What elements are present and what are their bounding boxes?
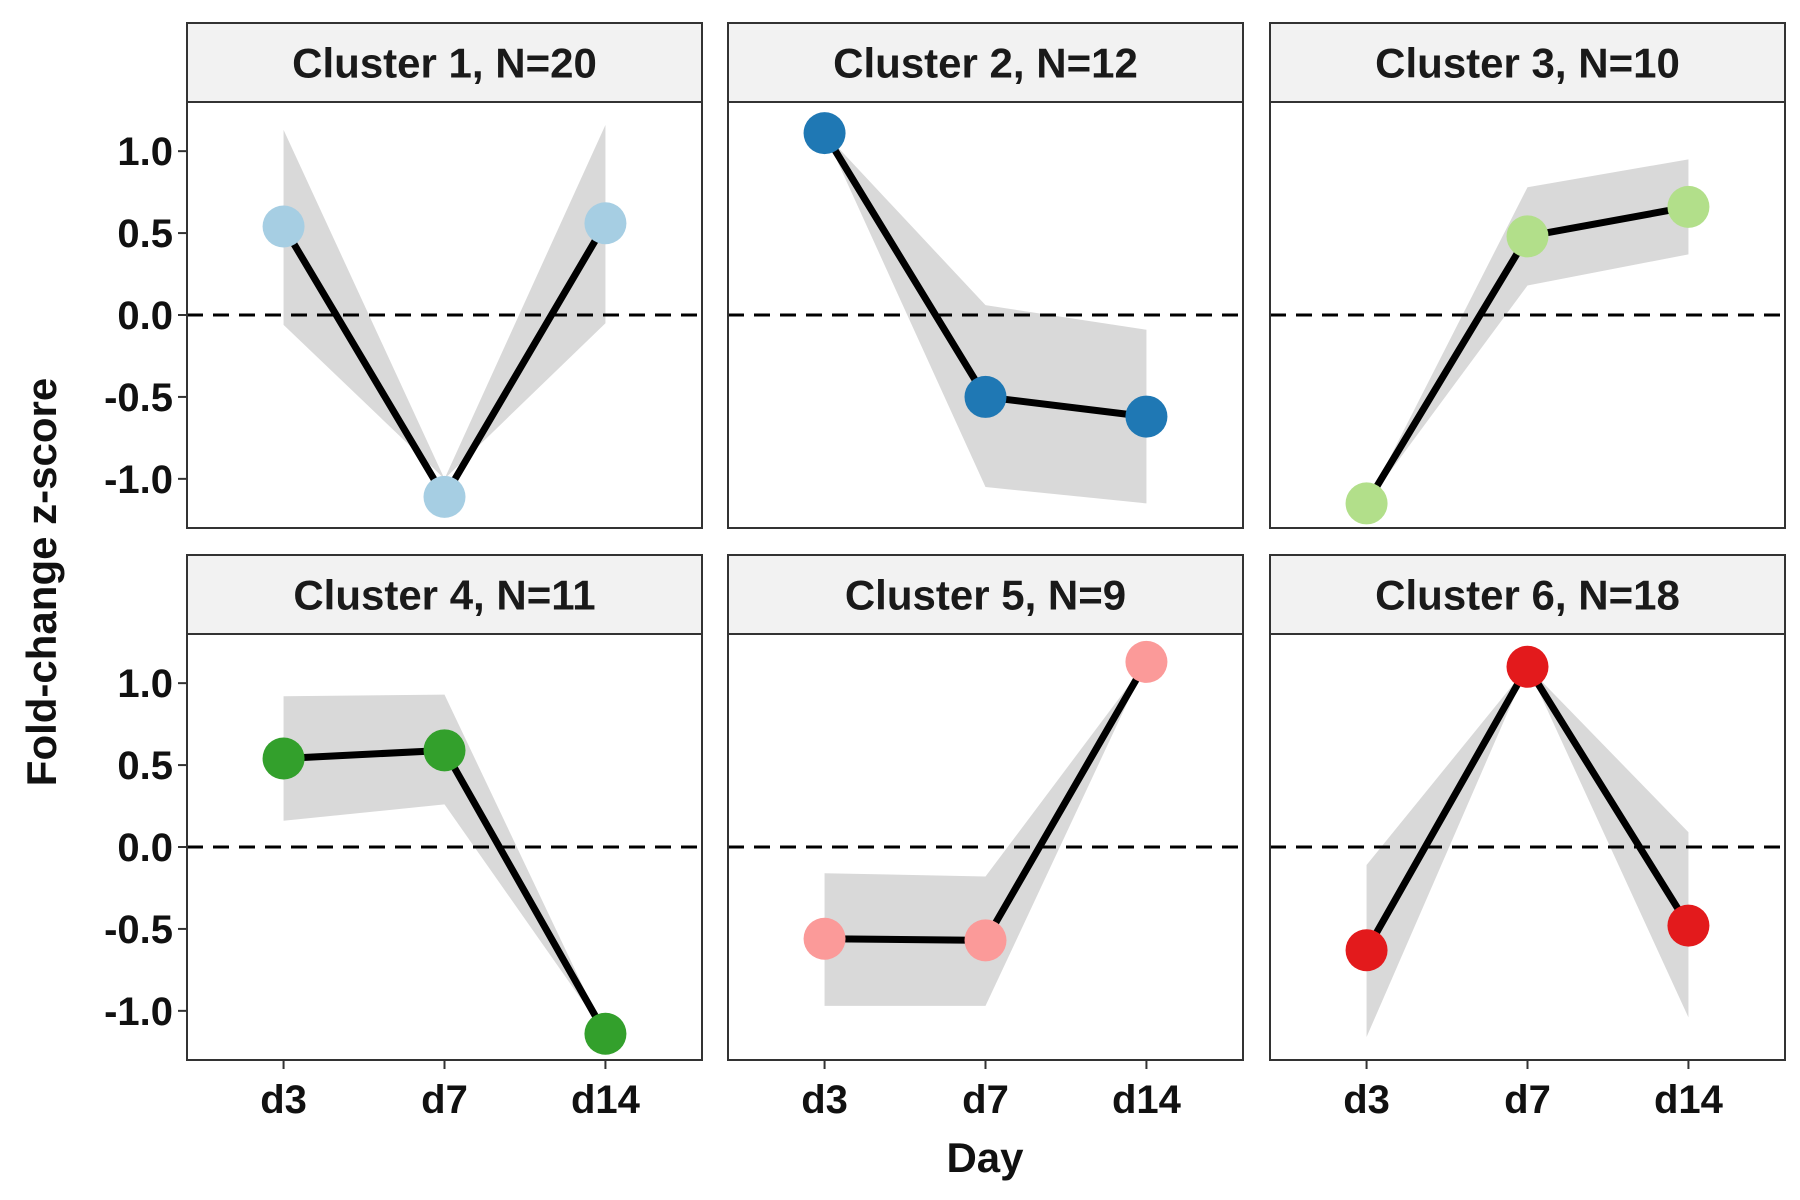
confidence-ribbon — [824, 133, 1147, 504]
data-point-d3 — [1345, 482, 1388, 525]
x-tick-label: d7 — [1504, 1078, 1551, 1122]
data-point-d14 — [584, 1012, 627, 1055]
y-axes-layer: 1.0 0.5 0.0 -0.5 -1.0 1.0 0.5 0.0 -0.5 -1.0 — [104, 130, 187, 1034]
panel-title: Cluster 3, N=10 — [1375, 40, 1680, 87]
x-tick-label: d14 — [1112, 1078, 1182, 1122]
confidence-ribbon — [1366, 159, 1689, 504]
y-tick-label: 0.5 — [117, 212, 173, 256]
plot-area — [1270, 634, 1785, 1060]
panel-border — [1269, 101, 1786, 529]
data-point-d14 — [1125, 640, 1168, 683]
x-tick-label: d14 — [1654, 1078, 1724, 1122]
panel-title: Cluster 2, N=12 — [833, 40, 1138, 87]
x-axis-col-1: d3 d7 d14 — [260, 1060, 641, 1122]
panel-strip — [1269, 22, 1786, 103]
data-point-d7 — [423, 729, 466, 772]
panel-cluster-2: Cluster 2, N=12 — [727, 22, 1244, 529]
panel-strip — [727, 554, 1244, 635]
x-axis-title: Day — [946, 1134, 1024, 1181]
y-tick-label: -0.5 — [104, 908, 173, 952]
panel-strip — [186, 554, 703, 635]
panel-title: Cluster 6, N=18 — [1375, 572, 1680, 619]
confidence-ribbon — [1366, 666, 1689, 1038]
panel-title: Cluster 1, N=20 — [292, 40, 597, 87]
x-tick-label: d3 — [1343, 1078, 1390, 1122]
x-axis-col-3: d3 d7 d14 — [1343, 1060, 1724, 1122]
panel-cluster-6: Cluster 6, N=18 — [1269, 554, 1786, 1061]
y-tick-label: -1.0 — [104, 990, 173, 1034]
y-tick-label: 1.0 — [117, 662, 173, 706]
panel-strip — [1269, 554, 1786, 635]
data-point-d7 — [423, 475, 466, 518]
data-point-d14 — [584, 202, 627, 245]
data-point-d7 — [964, 919, 1007, 962]
data-point-d14 — [1667, 904, 1710, 947]
panel-cluster-3: Cluster 3, N=10 — [1269, 22, 1786, 529]
y-tick-label: 0.0 — [117, 826, 173, 870]
y-tick-label: -1.0 — [104, 458, 173, 502]
y-axis-row-1: 1.0 0.5 0.0 -0.5 -1.0 — [104, 130, 187, 502]
confidence-ribbon — [283, 694, 606, 1034]
data-point-d3 — [262, 737, 305, 780]
x-tick-label: d14 — [571, 1078, 641, 1122]
panel-cluster-5: Cluster 5, N=9 — [727, 554, 1244, 1061]
panel-cluster-1: Cluster 1, N=20 — [186, 22, 703, 529]
panel-cluster-4: Cluster 4, N=11 — [186, 554, 703, 1061]
panel-title: Cluster 4, N=11 — [293, 572, 595, 619]
x-tick-label: d3 — [260, 1078, 307, 1122]
x-tick-label: d7 — [421, 1078, 468, 1122]
plot-area — [187, 102, 702, 528]
panel-strip — [727, 22, 1244, 103]
data-point-d7 — [1506, 215, 1549, 258]
data-point-d14 — [1667, 185, 1710, 228]
x-axis-col-2: d3 d7 d14 — [801, 1060, 1182, 1122]
panel-title: Cluster 5, N=9 — [845, 572, 1126, 619]
y-tick-label: 0.0 — [117, 294, 173, 338]
y-axis-title: Fold-change z-score — [18, 378, 65, 786]
panel-border — [727, 101, 1244, 529]
data-point-d3 — [262, 205, 305, 248]
data-point-d3 — [803, 917, 846, 960]
panels-layer: Cluster 1, N=20 Cluster 2, N=12 Cluster 3,… — [186, 22, 1786, 1061]
y-tick-label: -0.5 — [104, 376, 173, 420]
y-axis-row-2: 1.0 0.5 0.0 -0.5 -1.0 — [104, 662, 187, 1034]
x-axes-layer: d3 d7 d14 d3 d7 d14 d3 d7 d14 — [260, 1060, 1724, 1122]
data-point-d3 — [803, 112, 846, 155]
data-point-d7 — [964, 375, 1007, 418]
confidence-ribbon — [283, 124, 606, 479]
data-point-d14 — [1125, 395, 1168, 438]
plot-area — [1270, 102, 1785, 528]
x-tick-label: d7 — [962, 1078, 1009, 1122]
panel-strip — [186, 22, 703, 103]
data-point-d7 — [1506, 645, 1549, 688]
confidence-ribbon — [824, 661, 1147, 1006]
data-point-d3 — [1345, 929, 1388, 972]
x-tick-label: d3 — [801, 1078, 848, 1122]
y-tick-label: 1.0 — [117, 130, 173, 174]
y-tick-label: 0.5 — [117, 744, 173, 788]
